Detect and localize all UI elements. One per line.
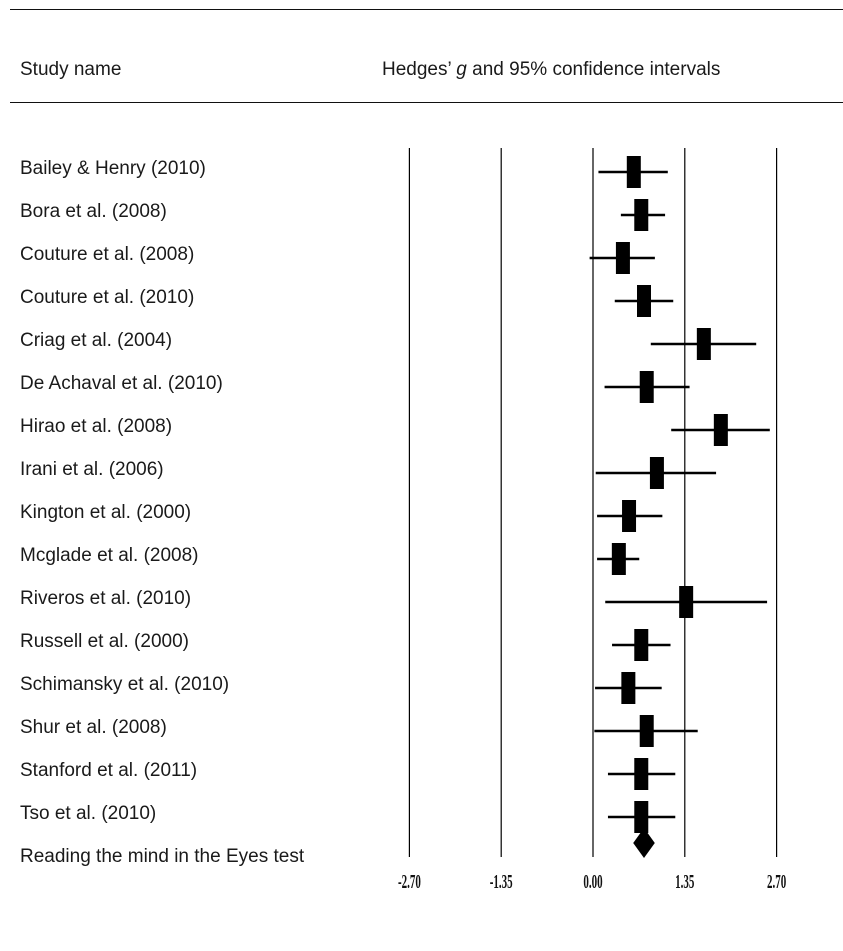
effect-marker: [615, 242, 630, 274]
study-name-header: Study name: [20, 59, 122, 80]
summary-label: Reading the mind in the Eyes test: [20, 846, 305, 867]
effect-marker: [639, 371, 654, 403]
effect-marker: [639, 715, 654, 747]
effect-marker: [634, 758, 649, 790]
effect-marker: [634, 629, 649, 661]
x-tick-label: 2.70: [767, 872, 786, 893]
study-label: Shur et al. (2008): [20, 717, 167, 738]
effect-marker: [637, 285, 651, 317]
effect-marker: [622, 500, 637, 532]
effect-marker: [713, 414, 728, 446]
effect-marker: [649, 457, 664, 489]
effect-marker: [696, 328, 711, 360]
study-label: Kington et al. (2000): [20, 502, 192, 523]
effect-header-var: g: [456, 59, 467, 80]
study-label: Mcglade et al. (2008): [20, 545, 199, 566]
effect-marker: [634, 199, 649, 231]
study-label: Stanford et al. (2011): [20, 760, 198, 781]
study-label: Couture et al. (2008): [20, 244, 195, 265]
study-label: Russell et al. (2000): [20, 631, 189, 652]
study-label: Riveros et al. (2010): [20, 588, 192, 609]
effect-marker: [634, 801, 649, 833]
summary-diamond: [633, 828, 655, 858]
top-rule: [10, 9, 843, 10]
effect-header-pre: Hedges’: [382, 59, 457, 80]
study-label: Schimansky et al. (2010): [20, 674, 230, 695]
header-rule: [10, 102, 843, 103]
effect-marker: [621, 672, 636, 704]
study-label: De Achaval et al. (2010): [20, 373, 223, 394]
x-tick-label: 1.35: [675, 872, 694, 893]
x-tick-label: 0.00: [583, 872, 602, 893]
effect-marker: [679, 586, 694, 618]
study-label: Tso et al. (2010): [20, 803, 157, 824]
effect-header-post: and 95% confidence intervals: [466, 59, 721, 80]
study-list: Bailey & Henry (2010) Bora et al. (2008) C…: [20, 0, 380, 951]
effect-marker: [626, 156, 641, 188]
effect-marker: [611, 543, 626, 575]
effect-size-header: Hedges’ g and 95% confidence intervals: [382, 59, 720, 81]
study-label: Criag et al. (2004): [20, 330, 173, 351]
x-tick-label: -2.70: [398, 872, 421, 893]
study-label: Hirao et al. (2008): [20, 416, 173, 437]
study-label: Bailey & Henry (2010): [20, 158, 206, 179]
x-tick-label: -1.35: [490, 872, 513, 893]
study-label: Irani et al. (2006): [20, 459, 164, 480]
study-label: Bora et al. (2008): [20, 201, 167, 222]
study-label: Couture et al. (2010): [20, 287, 195, 308]
